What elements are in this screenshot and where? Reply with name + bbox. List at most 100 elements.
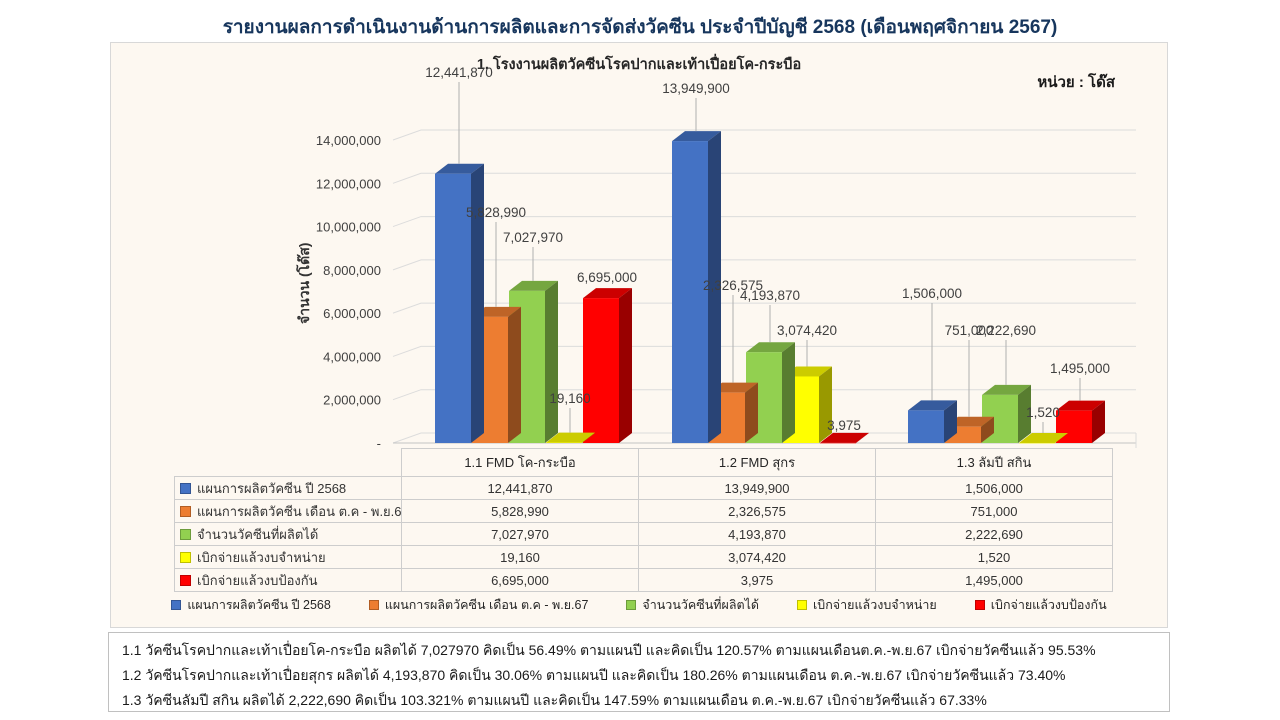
bar-top-s0-c2 bbox=[908, 400, 957, 411]
legend-swatch-icon bbox=[797, 600, 808, 610]
gridline bbox=[392, 259, 1136, 271]
y-tick-label: 4,000,000 bbox=[323, 349, 381, 364]
table-value-s2-c1: 5,828,990 bbox=[401, 499, 639, 523]
gridline bbox=[392, 302, 1136, 314]
table-row-series-4: เบิกจ่ายแล้วงบจำหน่าย 19,160 3,074,420 1,52… bbox=[174, 545, 1113, 569]
bar-top-s4-c0 bbox=[583, 288, 632, 299]
bar-side-s1-c1 bbox=[745, 382, 758, 443]
bar-side-s0-c2 bbox=[944, 400, 957, 443]
table-value-s1-c1: 12,441,870 bbox=[401, 476, 639, 500]
table-value-s5-c1: 6,695,000 bbox=[401, 568, 639, 592]
series-color-swatch-icon bbox=[180, 482, 191, 494]
table-value-s3-c2: 4,193,870 bbox=[638, 522, 876, 546]
chart-title: 1. โรงงานผลิตวัคซีนโรคปากและเท้าเปื่อยโค… bbox=[476, 57, 802, 73]
bar-side-s3-c0 bbox=[582, 432, 595, 443]
legend-label: จำนวนวัคซีนที่ผลิตได้ bbox=[642, 598, 760, 612]
bar-top-s0-c0 bbox=[435, 163, 484, 174]
bar-s4-c2 bbox=[1056, 410, 1092, 443]
legend-label: แผนการผลิตวัคซีน ปี 2568 bbox=[187, 598, 331, 612]
table-value-s5-c2: 3,975 bbox=[638, 568, 876, 592]
y-tick-label: 6,000,000 bbox=[323, 306, 381, 321]
data-label-s3-c0: 19,160 bbox=[549, 391, 590, 406]
y-tick-label: 12,000,000 bbox=[316, 176, 381, 191]
unit-label: หน่วย : โด๊ส bbox=[1037, 74, 1115, 91]
table-row-label: เบิกจ่ายแล้วงบป้องกัน bbox=[174, 568, 402, 592]
data-label-s4-c0: 6,695,000 bbox=[577, 270, 637, 285]
legend-swatch-icon bbox=[626, 600, 637, 610]
legend-swatch-icon bbox=[974, 600, 985, 610]
bar-top-s3-c2 bbox=[1019, 432, 1068, 443]
footnote-box: 1.1 วัคซีนโรคปากและเท้าเปื่อยโค-กระบือ ผ… bbox=[108, 632, 1170, 712]
table-value-s4-c3: 1,520 bbox=[875, 545, 1113, 569]
table-row-series-3: จำนวนวัคซีนที่ผลิตได้ 7,027,970 4,193,870 2… bbox=[174, 522, 1113, 546]
gridline bbox=[392, 129, 1136, 141]
data-label-s4-c1: 3,975 bbox=[827, 418, 861, 433]
footnote-line-3: 1.3 วัคซีนลัมปี สกิน ผลิตได้ 2,222,690 ค… bbox=[122, 692, 987, 708]
bar-side-s4-c1 bbox=[856, 432, 869, 443]
legend-label: เบิกจ่ายแล้วงบป้องกัน bbox=[990, 598, 1107, 612]
bar-top-s1-c1 bbox=[709, 382, 758, 393]
footnote-line-1: 1.1 วัคซีนโรคปากและเท้าเปื่อยโค-กระบือ ผ… bbox=[122, 642, 1096, 658]
bar-top-s3-c1 bbox=[783, 366, 832, 377]
data-label-s0-c0: 12,441,870 bbox=[425, 65, 493, 80]
legend-swatch-icon bbox=[368, 600, 379, 610]
y-tick-label: 14,000,000 bbox=[316, 133, 381, 148]
bar-side-s1-c2 bbox=[981, 416, 994, 443]
bar-top-s3-c0 bbox=[546, 432, 595, 443]
bar-side-s2-c1 bbox=[782, 342, 795, 443]
table-row-series-5: เบิกจ่ายแล้วงบป้องกัน 6,695,000 3,975 1,495… bbox=[174, 568, 1113, 592]
data-label-s1-c2: 751,000 bbox=[945, 323, 994, 338]
bar-side-s1-c0 bbox=[508, 306, 521, 443]
legend-item-1: แผนการผลิตวัคซีน ปี 2568 bbox=[171, 595, 331, 615]
table-header-row: 1.1 FMD โค-กระบือ 1.2 FMD สุกร 1.3 ลัมปี ส… bbox=[174, 448, 1113, 477]
table-value-s3-c3: 2,222,690 bbox=[875, 522, 1113, 546]
table-value-s1-c2: 13,949,900 bbox=[638, 476, 876, 500]
data-label-s4-c2: 1,495,000 bbox=[1050, 361, 1110, 376]
table-value-s4-c1: 19,160 bbox=[401, 545, 639, 569]
bar-s0-c1 bbox=[672, 141, 708, 444]
data-label-s2-c2: 2,222,690 bbox=[976, 323, 1036, 338]
legend-item-3: จำนวนวัคซีนที่ผลิตได้ bbox=[626, 595, 759, 615]
table-value-s3-c1: 7,027,970 bbox=[401, 522, 639, 546]
table-corner-cell bbox=[174, 448, 402, 477]
chart-data-table: 1.1 FMD โค-กระบือ 1.2 FMD สุกร 1.3 ลัมปี ส… bbox=[174, 448, 1113, 592]
data-label-s2-c0: 7,027,970 bbox=[503, 230, 563, 245]
table-row-series-2: แผนการผลิตวัคซีน เดือน ต.ค - พ.ย.67 5,828… bbox=[174, 499, 1113, 523]
data-label-s3-c2: 1,520 bbox=[1026, 405, 1060, 420]
data-label-s3-c1: 3,074,420 bbox=[777, 323, 837, 338]
table-value-s1-c3: 1,506,000 bbox=[875, 476, 1113, 500]
data-label-s2-c1: 4,193,870 bbox=[740, 288, 800, 303]
bar-side-s2-c0 bbox=[545, 280, 558, 443]
table-value-s2-c3: 751,000 bbox=[875, 499, 1113, 523]
table-row-label: แผนการผลิตวัคซีน เดือน ต.ค - พ.ย.67 bbox=[174, 499, 402, 523]
bar-top-s4-c2 bbox=[1056, 400, 1105, 411]
series-color-swatch-icon bbox=[180, 505, 191, 517]
data-label-s1-c0: 5,828,990 bbox=[466, 205, 526, 220]
chart-legend: แผนการผลิตวัคซีน ปี 2568 แผนการผลิตวัคซีน… bbox=[111, 595, 1167, 615]
series-color-swatch-icon bbox=[180, 551, 191, 563]
y-tick-label: 2,000,000 bbox=[323, 393, 381, 408]
bar-top-s1-c2 bbox=[945, 416, 994, 427]
gridline bbox=[392, 389, 1136, 401]
bar-top-s2-c1 bbox=[746, 342, 795, 353]
table-row-label: เบิกจ่ายแล้วงบจำหน่าย bbox=[174, 545, 402, 569]
bar-top-s0-c1 bbox=[672, 131, 721, 142]
bar-side-s0-c0 bbox=[471, 163, 484, 443]
y-tick-label: - bbox=[377, 436, 381, 448]
bar-top-s2-c2 bbox=[982, 384, 1031, 395]
bar-top-s1-c0 bbox=[472, 306, 521, 317]
bar-side-s3-c1 bbox=[819, 366, 832, 443]
bar-chart-plot: 14,000,000 12,000,000 10,000,000 8,000,000 6… bbox=[316, 65, 1137, 448]
series-color-swatch-icon bbox=[180, 574, 191, 586]
table-row-label: จำนวนวัคซีนที่ผลิตได้ bbox=[174, 522, 402, 546]
table-category-header-2: 1.2 FMD สุกร bbox=[638, 448, 876, 477]
table-category-header-1: 1.1 FMD โค-กระบือ bbox=[401, 448, 639, 477]
gridline bbox=[392, 172, 1136, 184]
legend-item-4: เบิกจ่ายแล้วงบจำหน่าย bbox=[797, 595, 937, 615]
table-category-header-3: 1.3 ลัมปี สกิน bbox=[875, 448, 1113, 477]
bar-s0-c2 bbox=[908, 410, 944, 443]
bar-side-s4-c0 bbox=[619, 288, 632, 443]
gridline bbox=[392, 432, 1136, 444]
footnote-line-2: 1.2 วัคซีนโรคปากและเท้าเปื่อยสุกร ผลิตได… bbox=[122, 667, 1066, 683]
